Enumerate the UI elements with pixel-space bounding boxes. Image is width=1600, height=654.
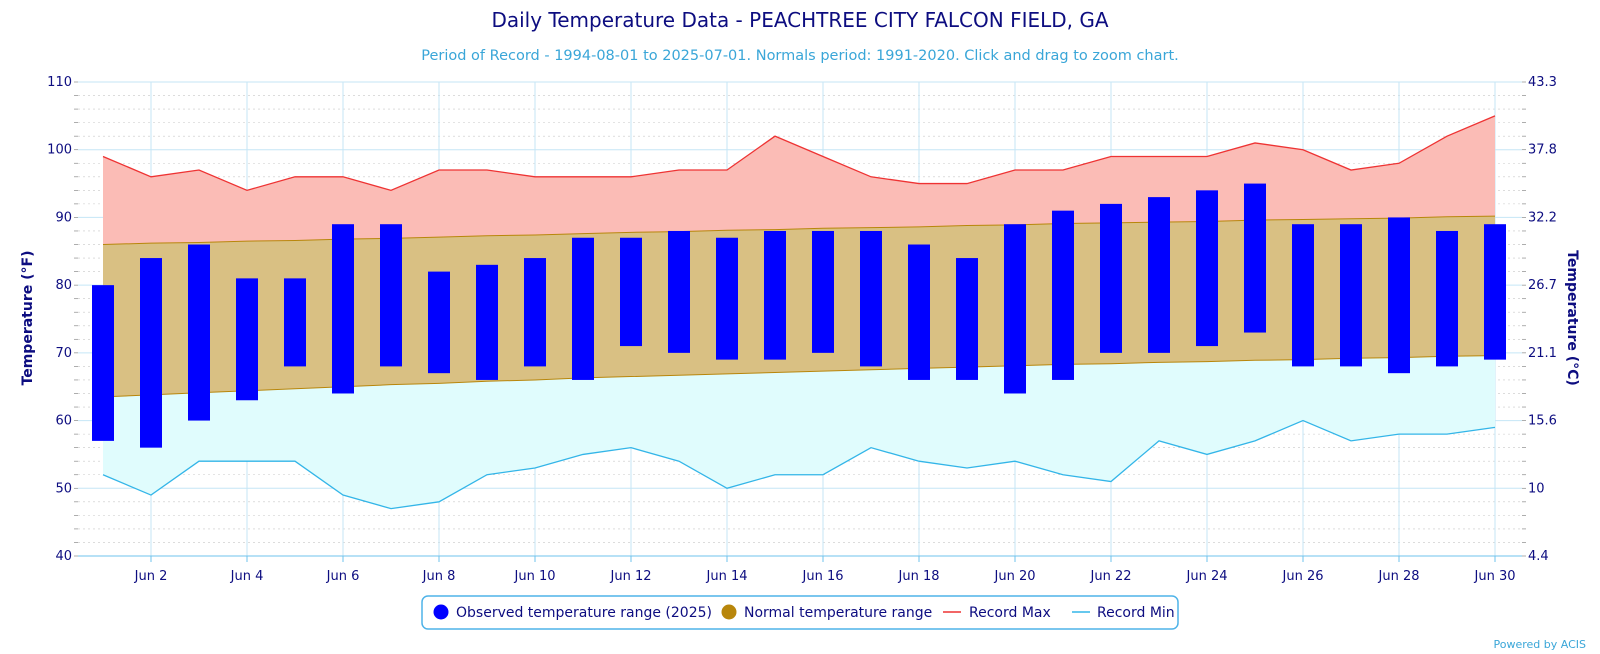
legend-normal-marker [721,604,737,620]
observed-bar [188,244,210,421]
legend-record-max[interactable]: Record Max [969,605,1051,621]
observed-bar [1340,224,1362,367]
observed-bar [380,224,402,367]
observed-bar [1196,190,1218,347]
normal-band [103,216,1495,397]
y-tick-label-left: 110 [47,75,72,90]
observed-bar [1388,217,1410,374]
legend-observed[interactable]: Observed temperature range (2025) [456,605,712,621]
observed-bar [1004,224,1026,394]
observed-bar [92,285,114,441]
observed-bar [428,271,450,374]
y-axis-title-left: Temperature (°F) [20,251,36,386]
x-tick-label: Jun 30 [1474,569,1516,584]
y-tick-label-left: 40 [55,549,72,564]
x-tick-label: Jun 22 [1090,569,1132,584]
y-tick-label-left: 100 [47,143,72,158]
x-tick-label: Jun 14 [706,569,748,584]
y-tick-label-left: 80 [55,278,72,293]
x-tick-label: Jun 24 [1186,569,1228,584]
observed-bar [1484,224,1506,360]
x-tick-label: Jun 12 [610,569,652,584]
y-tick-label-right: 32.2 [1528,210,1557,225]
record-min-line [102,419,1496,510]
record-max-band [103,115,1495,245]
legend-record-min[interactable]: Record Min [1097,605,1175,621]
observed-bar [1148,197,1170,353]
observed-bar [1436,230,1458,367]
observed-bar [284,278,306,367]
record-lines [102,115,1496,510]
axes: 40 4.4 50 10 60 15.6 70 21.1 80 26.7 90 32.2 100 37.8… [47,75,1557,584]
observed-bar [1244,183,1266,333]
observed-bar [332,224,354,394]
observed-bar [1100,203,1122,353]
chart-subtitle: Period of Record - 1994-08-01 to 2025-07… [421,48,1179,64]
x-tick-label: Jun 18 [898,569,940,584]
legend-box [421,595,1179,630]
y-tick-label-right: 26.7 [1528,278,1557,293]
observed-bar [860,230,882,367]
x-tick-label: Jun 26 [1282,569,1324,584]
observed-bars [92,183,1506,448]
y-tick-label-right: 43.3 [1528,75,1557,90]
observed-bar [716,237,738,360]
legend-observed-marker [433,604,449,620]
bands [102,115,1496,509]
observed-bar [668,230,690,353]
y-tick-label-right: 4.4 [1528,549,1549,564]
x-tick-label: Jun 20 [994,569,1036,584]
observed-bar [1292,224,1314,367]
observed-bar [572,237,594,380]
y-tick-label-left: 90 [55,210,72,225]
observed-bar [236,278,258,401]
record-max-line [102,115,1496,192]
x-tick-label: Jun 8 [422,569,456,584]
y-tick-label-left: 50 [55,481,72,496]
x-tick-label: Jun 4 [230,569,264,584]
observed-bar [956,258,978,380]
legend: Observed temperature range (2025) Normal… [421,595,1179,630]
observed-bar [620,237,642,347]
observed-bar [140,258,162,448]
y-axis-title-right: Temperature (°C) [1564,250,1580,386]
y-tick-label-right: 37.8 [1528,143,1557,158]
record-min-band [103,355,1495,509]
x-tick-label: Jun 6 [326,569,360,584]
observed-bar [1052,210,1074,380]
chart-title: Daily Temperature Data - PEACHTREE CITY … [491,8,1108,32]
observed-bar [812,230,834,353]
legend-normal[interactable]: Normal temperature range [744,605,932,621]
observed-bar [524,258,546,367]
y-tick-label-right: 21.1 [1528,346,1557,361]
observed-bar [476,264,498,380]
observed-bar [908,244,930,380]
y-tick-label-left: 60 [55,414,72,429]
x-tick-label: Jun 10 [514,569,556,584]
x-tick-label: Jun 28 [1378,569,1420,584]
x-tick-label: Jun 2 [134,569,168,584]
y-tick-label-right: 15.6 [1528,414,1557,429]
y-tick-label-right: 10 [1528,481,1545,496]
observed-bar [764,230,786,360]
x-tick-label: Jun 16 [802,569,844,584]
y-tick-label-left: 70 [55,346,72,361]
credit-link[interactable]: Powered by ACIS [1494,638,1587,651]
